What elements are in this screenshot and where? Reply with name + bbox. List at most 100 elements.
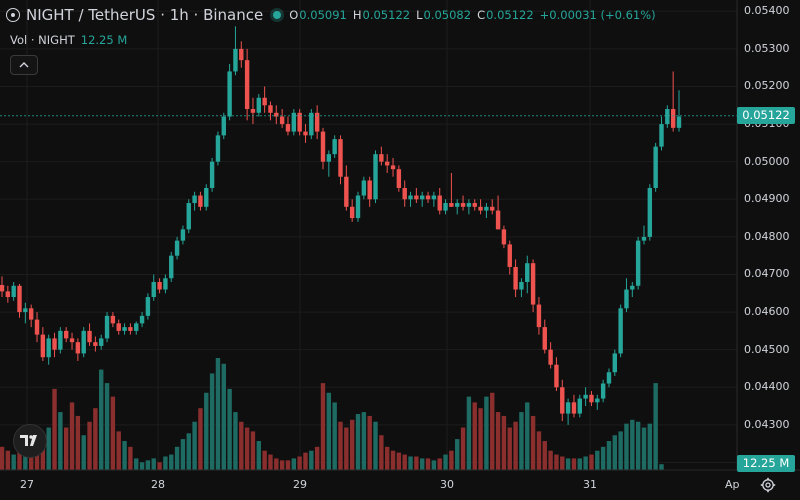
candle [606, 368, 612, 388]
price-tick-label: 0.04300 [744, 417, 790, 431]
grid-lines [0, 0, 737, 470]
volume-bar [478, 408, 483, 470]
volume-bar [326, 392, 332, 470]
volume-bar [437, 458, 442, 470]
candle-body [396, 169, 402, 188]
candle-body [227, 71, 232, 117]
candle [495, 195, 501, 230]
candle [600, 379, 606, 403]
volume-bar [525, 402, 530, 470]
candle-body [414, 195, 419, 200]
volume-bar [565, 458, 571, 470]
volume-bar [501, 415, 507, 470]
candle-body [285, 124, 291, 132]
candle-body [139, 315, 145, 324]
price-tick-label: 0.04400 [744, 380, 790, 394]
candle [653, 142, 658, 192]
candle [577, 394, 582, 418]
candle-body [338, 139, 343, 177]
volume-bar [209, 373, 215, 470]
gear-icon[interactable] [760, 477, 776, 493]
candle-body [215, 135, 221, 162]
candle-body [367, 180, 372, 200]
candle-body [653, 146, 658, 188]
candle [5, 285, 11, 303]
volume-bar [34, 444, 40, 470]
candle-body [233, 48, 238, 72]
candle-body [595, 398, 600, 403]
candle [99, 334, 104, 350]
candle [437, 188, 442, 215]
candle [676, 90, 682, 132]
candle-body [425, 195, 431, 200]
candle [647, 184, 653, 241]
volume-bar [425, 458, 431, 470]
candle [530, 259, 536, 313]
candle-body [5, 291, 11, 298]
candle [326, 150, 332, 177]
candle-body [320, 131, 326, 162]
candle-body [75, 342, 81, 354]
candle [250, 97, 256, 125]
symbol-title[interactable]: NIGHT / TetherUS · 1h · Binance [26, 6, 264, 24]
volume-bar [513, 421, 518, 470]
price-tick-label: 0.04700 [744, 267, 790, 281]
volume-bar [653, 383, 658, 470]
candle [560, 379, 565, 422]
volume-bar [145, 460, 151, 470]
collapse-legend-button[interactable] [10, 55, 38, 75]
candle-body [635, 240, 641, 286]
candle [0, 276, 5, 298]
candle [425, 191, 431, 204]
price-tick-label: 0.05400 [744, 4, 790, 18]
candle-body [641, 236, 647, 241]
volume-tag: 12.25 M [737, 455, 795, 472]
candle-body [560, 387, 565, 414]
candle [595, 394, 600, 410]
candle-body [157, 282, 162, 290]
candle [554, 357, 559, 392]
volume-legend[interactable]: Vol · NIGHT 12.25 M [10, 33, 127, 47]
price-tick-label: 0.04800 [744, 229, 790, 243]
candle-body [379, 154, 384, 162]
candle [63, 327, 69, 343]
candle-body [34, 319, 40, 335]
candle-body [612, 353, 618, 373]
candle-body [490, 206, 495, 211]
candle [262, 86, 267, 113]
volume-bar [443, 454, 448, 470]
price-tick-label: 0.05200 [744, 79, 790, 93]
candle-body [256, 97, 261, 113]
candle [420, 191, 425, 207]
volume-bar [244, 427, 250, 470]
candle [349, 199, 355, 222]
tradingview-logo-icon[interactable] [13, 424, 47, 458]
candle-body [87, 330, 92, 343]
volume-bar [647, 423, 653, 470]
volume-bar [472, 402, 477, 470]
candle-body [618, 308, 623, 354]
candle [670, 71, 676, 132]
candle-body [134, 323, 139, 331]
candle-body [291, 112, 297, 132]
volume-bar [635, 421, 641, 470]
candle [28, 304, 34, 328]
volume-bar [285, 460, 291, 470]
symbol-legend[interactable]: NIGHT / TetherUS · 1h · Binance O 0.05091… [6, 6, 662, 24]
candle-body [69, 338, 75, 343]
volume-bar [151, 458, 156, 470]
price-tick-label: 0.05300 [744, 41, 790, 55]
price-tick-label: 0.04900 [744, 192, 790, 206]
price-tick-label: 0.04600 [744, 305, 790, 319]
candle [23, 302, 28, 324]
candle-body [519, 282, 524, 290]
volume-bar [373, 421, 378, 470]
volume-bar [618, 431, 623, 470]
candle [361, 176, 367, 200]
candle-body [455, 203, 460, 207]
volume-bar [548, 450, 553, 470]
candle-body [449, 203, 454, 207]
candle [659, 116, 664, 151]
volume-bar [309, 450, 314, 470]
